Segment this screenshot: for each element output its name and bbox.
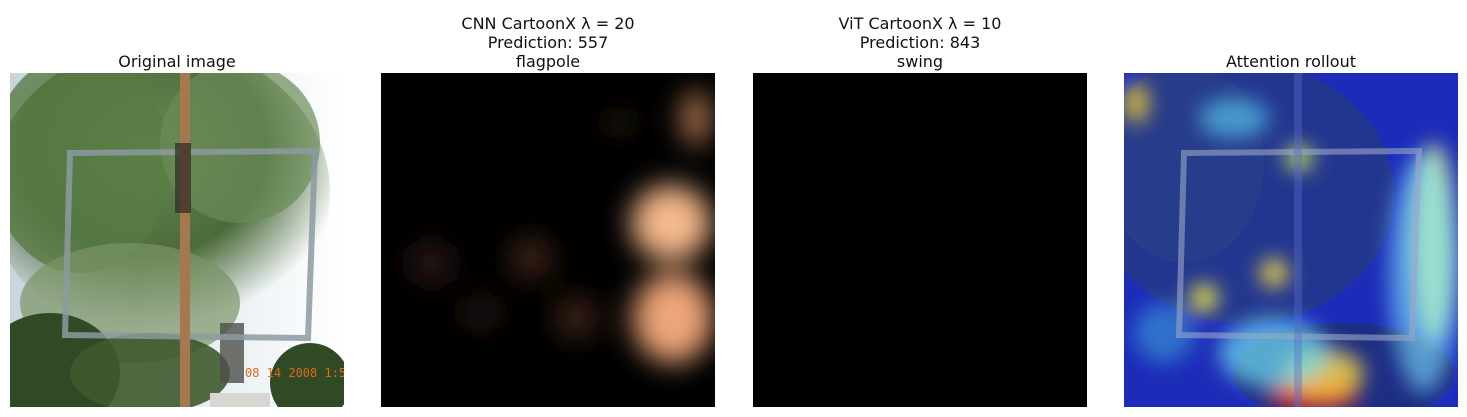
- panel-cnn-cartoonx: CNN CartoonX λ = 20 Prediction: 557 flag…: [381, 0, 715, 417]
- title-line-1: Attention rollout: [1225, 52, 1357, 71]
- original-photo: 08 14 2008 1:53: [10, 73, 344, 407]
- title-line-1: CNN CartoonX λ = 20: [461, 14, 635, 33]
- vit-cartoonx-heatmap: [753, 73, 1087, 407]
- panel-title: CNN CartoonX λ = 20 Prediction: 557 flag…: [381, 14, 715, 71]
- attention-rollout-overlay: [1124, 73, 1458, 407]
- title-line-3: flagpole: [515, 52, 581, 71]
- title-line-1: Original image: [118, 52, 236, 71]
- panel-title: Original image: [10, 52, 344, 71]
- panel-title: Attention rollout: [1124, 52, 1458, 71]
- title-line-1: ViT CartoonX λ = 10: [838, 14, 1002, 33]
- title-line-2: Prediction: 557: [487, 33, 609, 52]
- panel-title: ViT CartoonX λ = 10 Prediction: 843 swin…: [753, 14, 1087, 71]
- panel-original-image: Original image: [10, 0, 344, 417]
- panel-attention-rollout: Attention rollout: [1124, 0, 1458, 417]
- title-line-2: Prediction: 843: [859, 33, 981, 52]
- panel-vit-cartoonx: ViT CartoonX λ = 10 Prediction: 843 swin…: [753, 0, 1087, 417]
- cnn-cartoonx-heatmap: [381, 73, 715, 407]
- title-line-3: swing: [896, 52, 944, 71]
- timestamp-stamp: 08 14 2008 1:53: [245, 366, 344, 380]
